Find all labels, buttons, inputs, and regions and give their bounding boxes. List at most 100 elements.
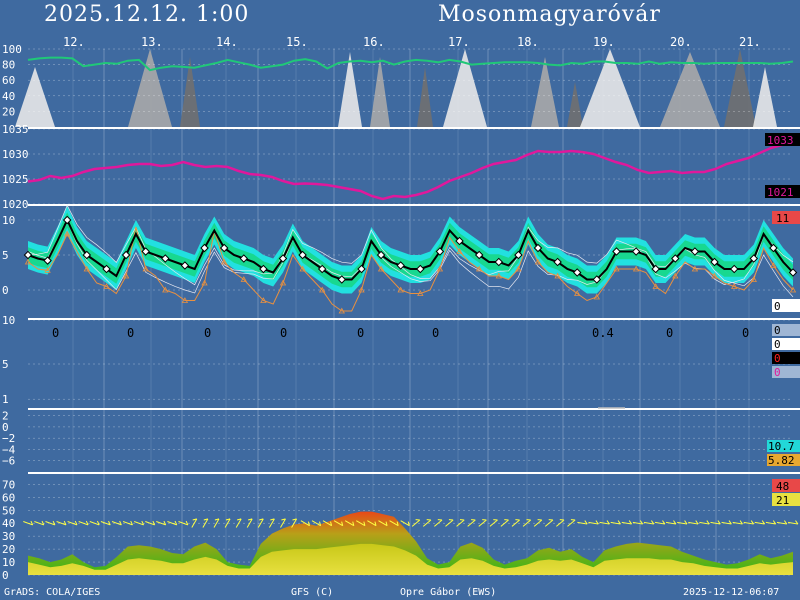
precipitation-amount: 0.4 xyxy=(592,326,614,340)
wind-direction-arrow xyxy=(344,520,355,527)
cloud-cover-area xyxy=(370,57,390,127)
precipitation-legend-badge xyxy=(772,366,800,378)
dewpoint-marker xyxy=(181,297,189,303)
precipitation-legend-label: 0 xyxy=(774,366,781,379)
temperature-marker xyxy=(357,264,366,274)
wind-direction-arrow xyxy=(787,520,799,525)
wind-direction-arrow xyxy=(621,520,633,525)
temperature-marker xyxy=(161,254,170,263)
wind-direction-arrow xyxy=(167,520,178,526)
temperature-marker xyxy=(435,247,445,256)
wind-direction-arrow xyxy=(721,520,732,525)
wind-direction-arrow xyxy=(544,519,554,527)
wind-direction-arrow xyxy=(732,520,743,525)
dewpoint-marker xyxy=(731,283,738,289)
forecast-datetime: 2025.12.12. 1:00 xyxy=(44,2,250,27)
wind-mean-area xyxy=(28,543,793,575)
dewpoint-marker xyxy=(122,272,130,279)
temperature-marker xyxy=(749,254,759,263)
temperature-marker xyxy=(259,264,268,274)
wind-direction-arrow xyxy=(411,519,421,527)
dewpoint-marker xyxy=(299,265,306,272)
cloud-cover-area xyxy=(128,49,172,127)
temperature-marker xyxy=(102,264,111,274)
cloud-cover-area xyxy=(660,52,720,127)
vorticity-label: 10.7 xyxy=(768,440,795,453)
temperature-marker xyxy=(278,254,288,263)
day-label: 18. xyxy=(517,35,539,49)
wind-ytick: 70 xyxy=(2,478,15,491)
temperature-marker xyxy=(612,247,621,256)
wind-direction-arrow xyxy=(213,518,220,528)
wind-direction-arrow xyxy=(445,519,454,527)
wind-direction-arrow xyxy=(610,520,621,525)
wind-direction-arrow xyxy=(145,520,156,526)
temperature-marker xyxy=(141,247,150,256)
pressure-line xyxy=(27,139,794,201)
temperature-marker xyxy=(239,254,249,263)
temperature-marker xyxy=(474,250,484,260)
dewpoint-marker xyxy=(672,272,679,279)
dewpoint-marker xyxy=(44,267,51,273)
temperature-marker xyxy=(82,250,92,260)
precipitation-amount: 0 xyxy=(52,326,59,340)
temperature-marker xyxy=(337,275,347,284)
temperature-marker xyxy=(690,247,700,256)
temperature-marker xyxy=(514,250,523,260)
temperature-marker xyxy=(631,247,641,256)
wind-direction-arrow xyxy=(89,520,100,526)
dewpoint-marker xyxy=(417,290,424,296)
wind-direction-arrow xyxy=(257,518,264,528)
wind-direction-arrow xyxy=(776,520,788,525)
temperature-ytick: 10 xyxy=(2,214,15,227)
dewpoint-marker xyxy=(377,265,385,272)
wind-direction-arrow xyxy=(567,519,576,527)
footer-credit-grads: GrADS: COLA/IGES xyxy=(4,587,101,598)
vorticity-ytick: −2 xyxy=(2,432,15,445)
temperature-max-badge xyxy=(772,211,800,224)
wind-direction-arrow xyxy=(665,520,677,525)
humidity-ytick: 100 xyxy=(2,43,22,56)
dewpoint-marker xyxy=(358,286,365,293)
day-label: 21. xyxy=(739,35,761,49)
wind-direction-arrow xyxy=(100,520,111,526)
wind-mean-label: 21 xyxy=(776,494,789,507)
humidity-ytick: 80 xyxy=(2,59,15,72)
wind-direction-arrow xyxy=(754,520,766,525)
humidity-line xyxy=(27,56,794,72)
precipitation-ytick: 5 xyxy=(2,358,9,371)
temperature-marker xyxy=(769,243,778,253)
wind-direction-arrow xyxy=(78,520,89,526)
temperature-marker xyxy=(43,256,52,265)
pressure-ytick: 1025 xyxy=(2,173,29,186)
temperature-marker xyxy=(671,254,680,263)
vorticity-ytick: −4 xyxy=(2,443,16,456)
wind-direction-arrow xyxy=(533,519,543,527)
wind-direction-arrow xyxy=(632,520,644,525)
footer-timestamp: 2025-12-12-06:07 xyxy=(683,587,780,598)
cloud-cover-area xyxy=(180,57,200,127)
precipitation-legend-badge xyxy=(772,352,800,364)
day-label: 14. xyxy=(216,35,238,49)
precipitation-legend-badge xyxy=(772,338,800,350)
wind-gust-label: 48 xyxy=(776,480,789,493)
wind-direction-arrow xyxy=(56,520,67,526)
temperature-marker xyxy=(729,264,739,274)
dewpoint-marker xyxy=(201,279,208,286)
temperature-marker xyxy=(455,236,464,246)
dewpoint-marker xyxy=(476,265,483,272)
cloud-cover-area xyxy=(338,52,362,127)
cloud-cover-area xyxy=(567,82,583,127)
dewpoint-marker xyxy=(24,258,32,265)
wind-direction-arrow xyxy=(34,520,45,526)
wind-direction-arrow xyxy=(268,518,275,528)
day-label: 16. xyxy=(363,35,385,49)
footer-author: Opre Gábor (EWS) xyxy=(400,587,497,598)
wind-direction-arrow xyxy=(556,519,565,527)
humidity-ytick: 60 xyxy=(2,74,15,87)
wind-direction-arrow xyxy=(333,520,344,527)
dewpoint-marker xyxy=(240,276,247,282)
dewpoint-marker xyxy=(162,286,169,293)
